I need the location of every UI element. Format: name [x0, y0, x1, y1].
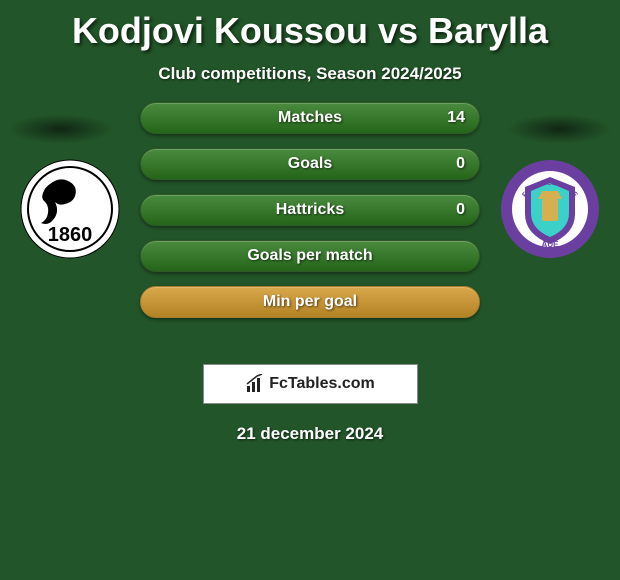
stat-bar: Goals per match	[140, 240, 480, 272]
stat-bar-label: Goals	[288, 155, 332, 173]
stat-bar: Goals 0	[140, 148, 480, 180]
stat-bars: Matches 14 Goals 0 Hattricks 0 Goals per match…	[140, 102, 480, 332]
page-title: Kodjovi Koussou vs Barylla	[0, 0, 620, 52]
page-subtitle: Club competitions, Season 2024/2025	[0, 64, 620, 84]
comparison-stage: 1860 FC ERZGEBIRGE AUE Matches14Goals0Ha…	[0, 114, 620, 374]
stat-bar: Hattricks 0	[140, 194, 480, 226]
club-crest-left: 1860	[20, 159, 120, 259]
footer-date: 21 december 2024	[0, 424, 620, 444]
stat-bar-label: Matches	[278, 109, 342, 127]
player-shadow-left	[8, 114, 113, 144]
chart-icon	[245, 374, 265, 394]
crest-right-svg: FC ERZGEBIRGE AUE	[500, 159, 600, 259]
stat-bar-label: Goals per match	[247, 247, 372, 265]
stat-bar-label: Min per goal	[263, 293, 357, 311]
crest-left-svg: 1860	[20, 159, 120, 259]
stat-bar-label: Hattricks	[276, 201, 344, 219]
player-shadow-right	[507, 114, 612, 144]
stat-bar-value-right: 0	[456, 201, 465, 219]
stat-bar: Min per goal	[140, 286, 480, 318]
svg-text:1860: 1860	[48, 224, 93, 246]
stat-bar-value-right: 0	[456, 155, 465, 173]
stat-bar: Matches 14	[140, 102, 480, 134]
footer-brand-text: FcTables.com	[269, 375, 375, 393]
club-crest-right: FC ERZGEBIRGE AUE	[500, 159, 600, 259]
stat-bar-value-right: 14	[447, 109, 465, 127]
svg-text:AUE: AUE	[542, 240, 560, 249]
